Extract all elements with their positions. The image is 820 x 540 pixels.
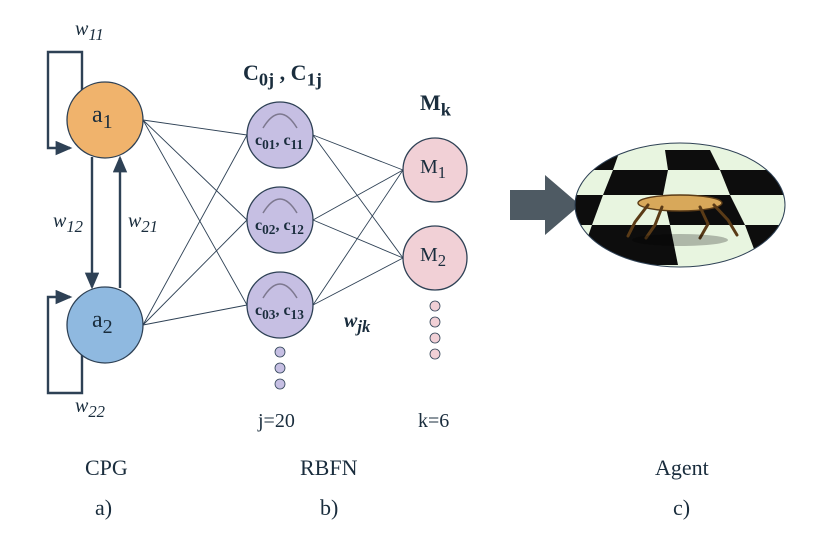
c-ellipsis-dots [275,347,285,389]
big-arrow [510,175,580,235]
label-a1: a1 [92,102,113,134]
section-rbfn: RBFN [300,455,357,481]
label-w11: w11 [75,18,104,45]
m-ellipsis-dots [430,301,440,359]
label-wjk: wjk [344,310,370,337]
part-a: a) [95,495,112,521]
heading-c: C0j , C1j [243,60,322,90]
section-agent: Agent [655,455,709,481]
label-w12: w12 [53,210,83,237]
heading-m: Mk [420,90,451,120]
label-c1: c01, c11 [255,132,303,153]
label-a2: a2 [92,307,113,339]
label-w21: w21 [128,210,158,237]
label-m2: M2 [420,244,446,271]
edges-c-to-m [313,135,403,305]
label-m1: M1 [420,156,446,183]
label-jcount: j=20 [258,410,295,433]
part-b: b) [320,495,338,521]
part-c: c) [673,495,690,521]
label-c2: c02, c12 [255,217,304,238]
section-cpg: CPG [85,455,128,481]
label-kcount: k=6 [418,410,449,433]
edges-a-to-c [143,120,247,325]
label-c3: c03, c13 [255,302,304,323]
label-w22: w22 [75,395,105,422]
